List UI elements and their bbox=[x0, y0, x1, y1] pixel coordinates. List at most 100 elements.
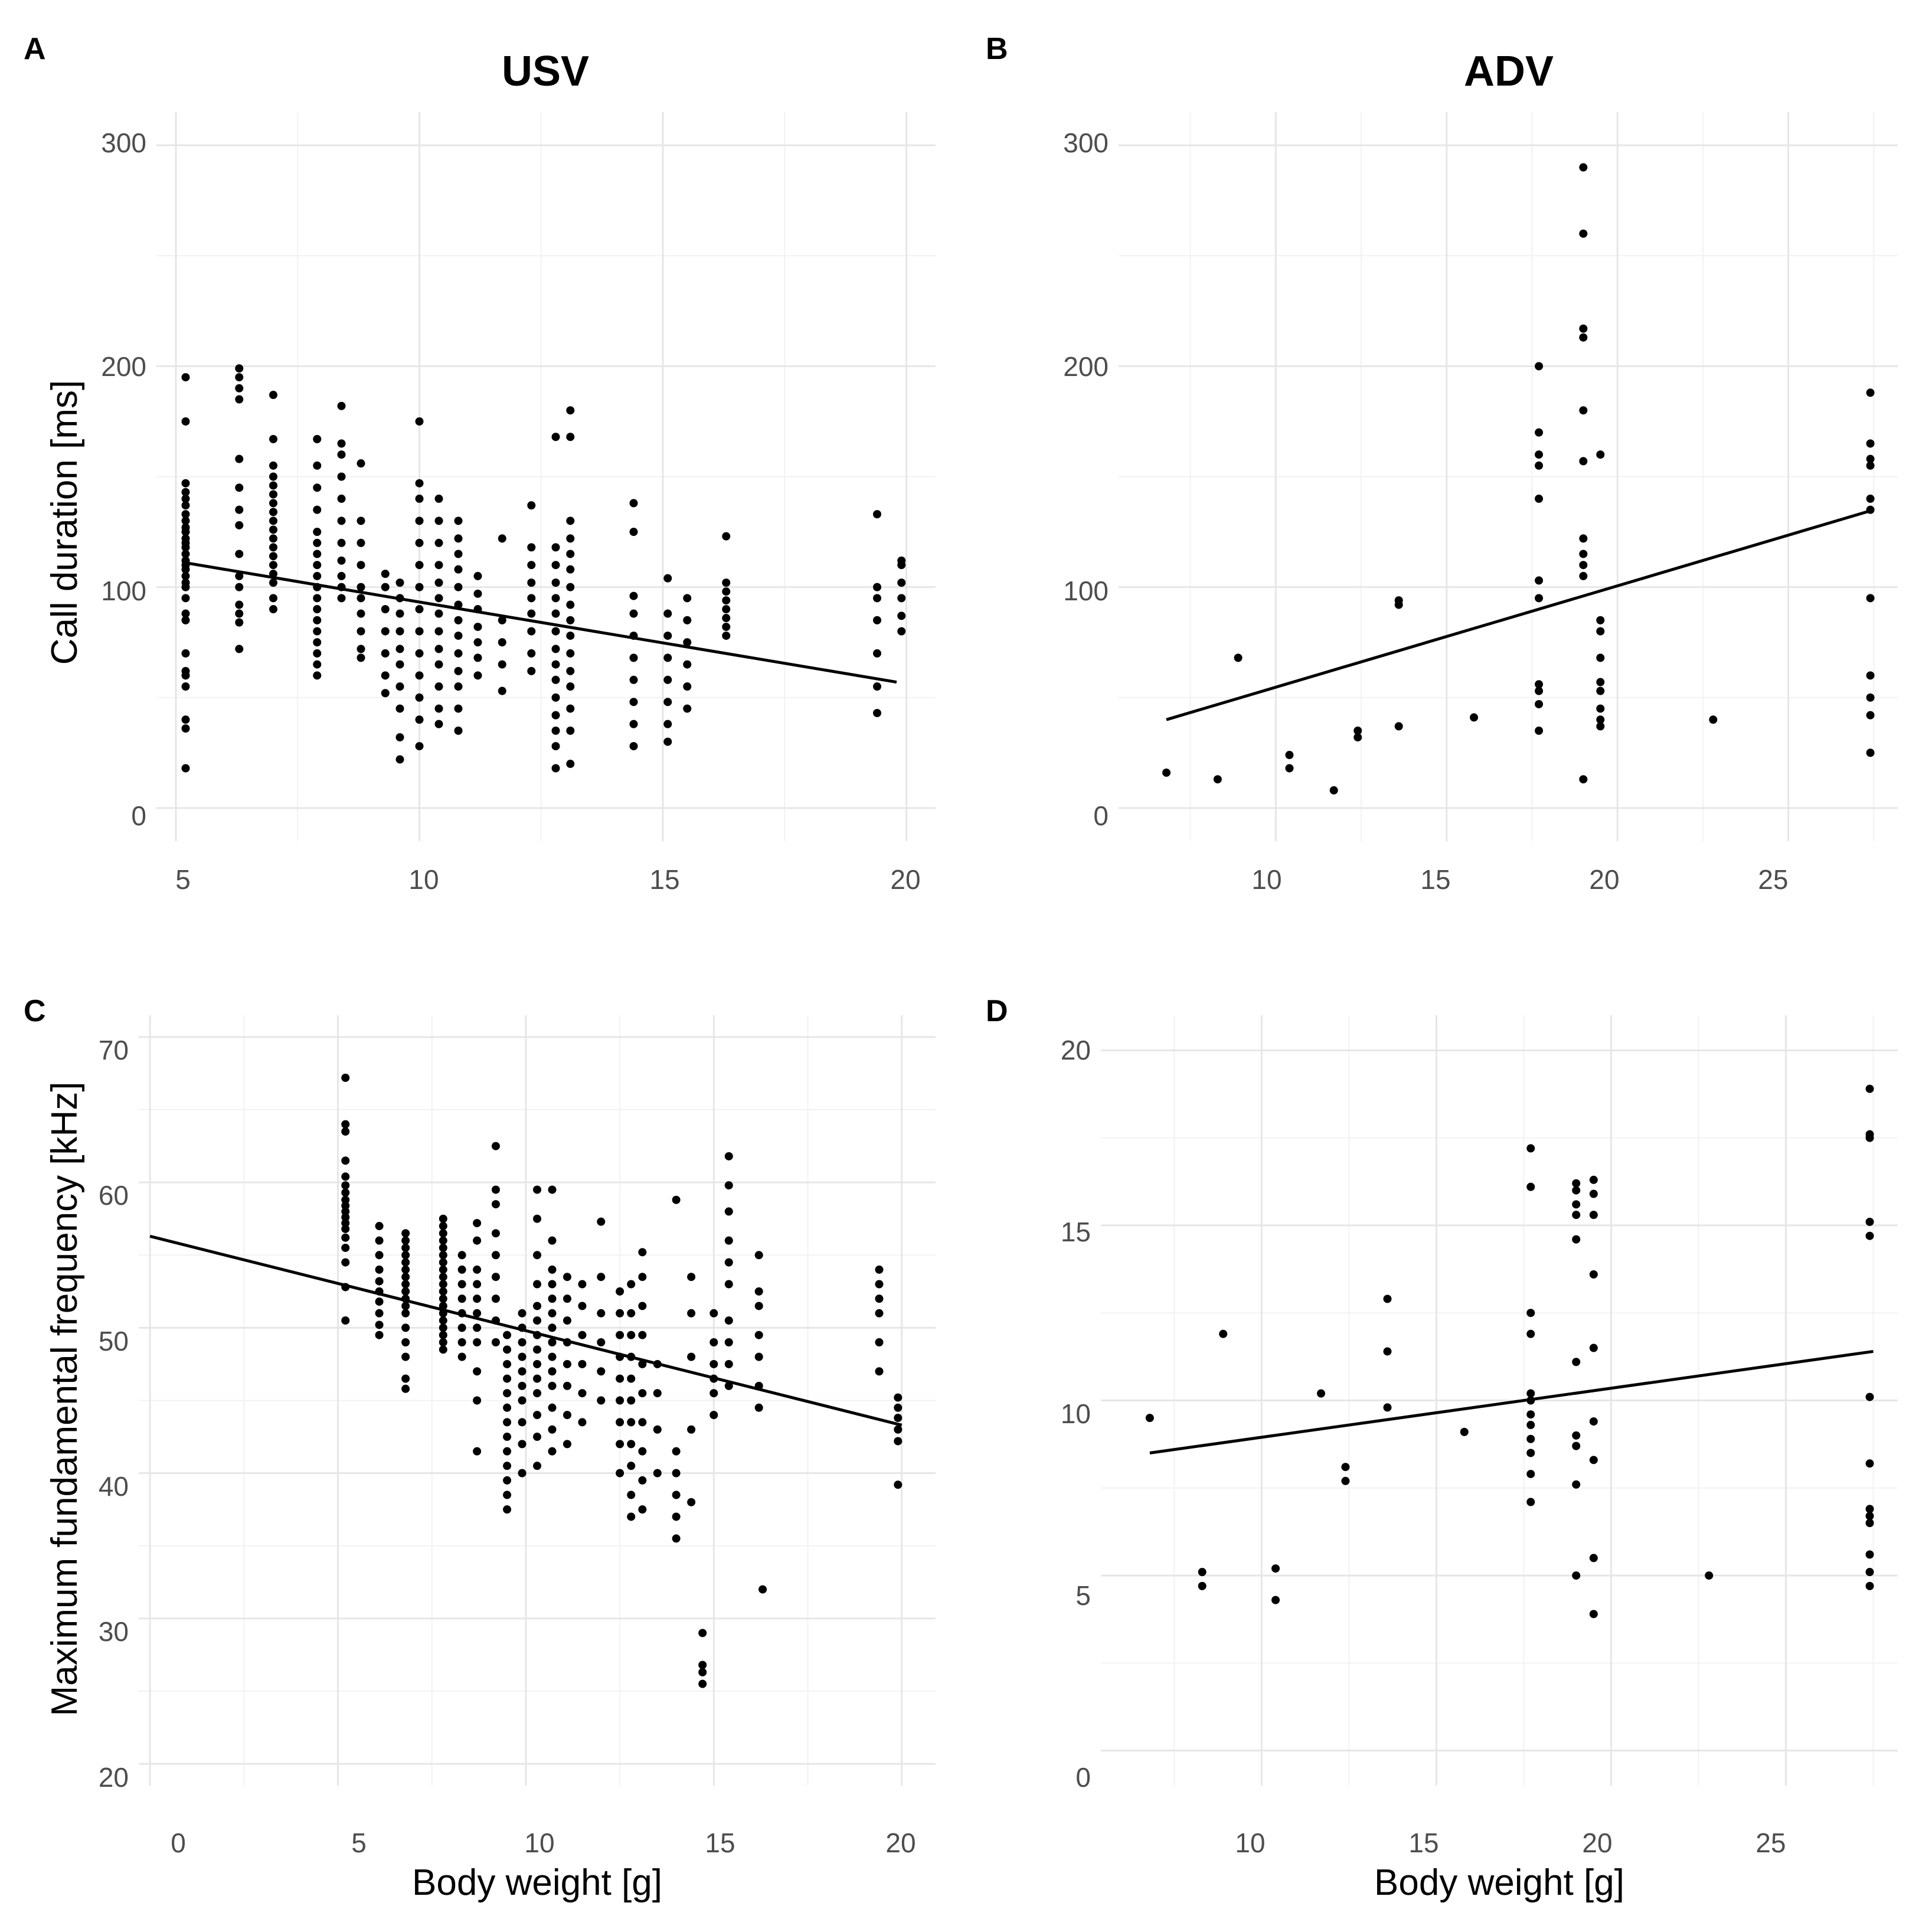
panel-b-y-ticks: 0 100 200 300 bbox=[1063, 128, 1109, 831]
panel-c-point bbox=[375, 1265, 384, 1274]
panel-c-point bbox=[401, 1280, 410, 1289]
panel-a-point bbox=[566, 760, 575, 769]
panel-a-point bbox=[313, 616, 322, 625]
panel-d-point bbox=[1589, 1211, 1598, 1220]
panel-c-point bbox=[875, 1280, 884, 1289]
panel-a-point bbox=[897, 556, 906, 565]
panel-a-point bbox=[473, 653, 482, 662]
panel-a-point bbox=[381, 671, 390, 680]
panel-a-point bbox=[473, 671, 482, 680]
panel-a-point bbox=[873, 682, 881, 691]
panel-c-point bbox=[533, 1316, 541, 1325]
panel-a-point bbox=[181, 501, 190, 510]
panel-a-point bbox=[337, 571, 346, 580]
panel-c-point bbox=[638, 1389, 647, 1398]
panel-a-point bbox=[566, 649, 575, 658]
panel-a-point bbox=[357, 583, 365, 591]
panel-a-point bbox=[235, 455, 244, 463]
panel-a-point bbox=[551, 764, 560, 773]
panel-a-point bbox=[415, 693, 424, 702]
panel-c-point bbox=[503, 1505, 512, 1514]
panel-b-gridlines bbox=[1119, 112, 1898, 841]
panel-b-point bbox=[1596, 627, 1605, 636]
panel-b-point bbox=[1535, 428, 1544, 437]
panel-c-point bbox=[754, 1403, 763, 1412]
panel-c-point bbox=[533, 1214, 541, 1223]
panel-a-point bbox=[313, 638, 322, 647]
panel-c-point bbox=[653, 1469, 662, 1477]
panel-c-point bbox=[709, 1359, 718, 1368]
panel-c-point bbox=[341, 1181, 350, 1190]
panel-a-point bbox=[566, 704, 575, 713]
panel-a-point bbox=[454, 616, 463, 625]
panel-a-point bbox=[527, 578, 536, 587]
panel-a-point bbox=[415, 494, 424, 503]
panel-a-point bbox=[566, 583, 575, 591]
panel-a-point bbox=[566, 565, 575, 574]
panel-a-point bbox=[873, 649, 881, 658]
panel-d-point bbox=[1526, 1309, 1535, 1318]
panel-a-point bbox=[357, 594, 365, 603]
panel-a-point bbox=[683, 704, 692, 713]
panel-c-point bbox=[758, 1585, 767, 1594]
panel-d-point bbox=[1526, 1389, 1535, 1398]
panel-c-point bbox=[754, 1352, 763, 1361]
panel-d-point bbox=[1865, 1392, 1874, 1401]
panel-d-letter: D bbox=[986, 994, 1008, 1028]
panel-c-point bbox=[698, 1668, 707, 1676]
panel-c-point bbox=[503, 1490, 512, 1499]
panel-a-point bbox=[566, 534, 575, 543]
panel-d-point bbox=[1526, 1329, 1535, 1338]
panel-a-point bbox=[181, 666, 190, 675]
panel-d-y-tick: 10 bbox=[1061, 1398, 1091, 1429]
panel-a-point bbox=[181, 510, 190, 519]
panel-c-point bbox=[548, 1338, 557, 1347]
panel-a-point bbox=[629, 499, 638, 508]
panel-c-point bbox=[616, 1374, 625, 1383]
panel-c-point bbox=[503, 1331, 512, 1339]
panel-a-point bbox=[566, 406, 575, 415]
panel-c-point bbox=[503, 1403, 512, 1412]
panel-b-point bbox=[1535, 594, 1544, 603]
panel-c-point bbox=[457, 1251, 466, 1260]
panel-c-point bbox=[563, 1316, 571, 1325]
panel-c-point bbox=[533, 1345, 541, 1354]
panel-c-point bbox=[491, 1251, 500, 1260]
panel-d-point bbox=[1572, 1358, 1581, 1367]
panel-a-point bbox=[395, 682, 404, 691]
panel-c-point bbox=[627, 1280, 636, 1289]
panel-c-point bbox=[616, 1309, 625, 1318]
panel-a-point bbox=[235, 384, 244, 393]
panel-d-point bbox=[1572, 1211, 1581, 1220]
panel-d-point bbox=[1589, 1175, 1598, 1184]
panel-a-point bbox=[551, 645, 560, 653]
panel-a-point bbox=[566, 616, 575, 625]
panel-c-point bbox=[638, 1505, 647, 1514]
panel-d-gridlines bbox=[1101, 1015, 1898, 1786]
panel-c-point bbox=[375, 1309, 384, 1318]
panel-c-point bbox=[491, 1185, 500, 1194]
panel-c-point bbox=[548, 1403, 557, 1412]
panel-c-point bbox=[503, 1476, 512, 1485]
panel-b-point bbox=[1535, 362, 1544, 371]
panel-a-point bbox=[269, 391, 277, 400]
panel-a-point bbox=[269, 516, 277, 525]
panel-c-point bbox=[894, 1425, 903, 1434]
panel-a-point bbox=[313, 538, 322, 547]
panel-a-point bbox=[454, 704, 463, 713]
panel-a-point bbox=[235, 600, 244, 609]
panel-a-point bbox=[415, 715, 424, 724]
panel-a-point bbox=[313, 671, 322, 680]
panel-a-point bbox=[313, 483, 322, 492]
panel-a-point bbox=[381, 605, 390, 614]
panel-b-point bbox=[1596, 450, 1605, 459]
panel-a-point bbox=[566, 666, 575, 675]
panel-a-point bbox=[269, 525, 277, 534]
panel-a-point bbox=[566, 433, 575, 442]
panel-a-point bbox=[527, 627, 536, 636]
panel-d-point bbox=[1589, 1343, 1598, 1352]
panel-c-point bbox=[548, 1309, 557, 1318]
panel-c-y-tick: 30 bbox=[99, 1616, 129, 1647]
panel-c-point bbox=[503, 1433, 512, 1441]
panel-b-letter: B bbox=[986, 32, 1008, 66]
